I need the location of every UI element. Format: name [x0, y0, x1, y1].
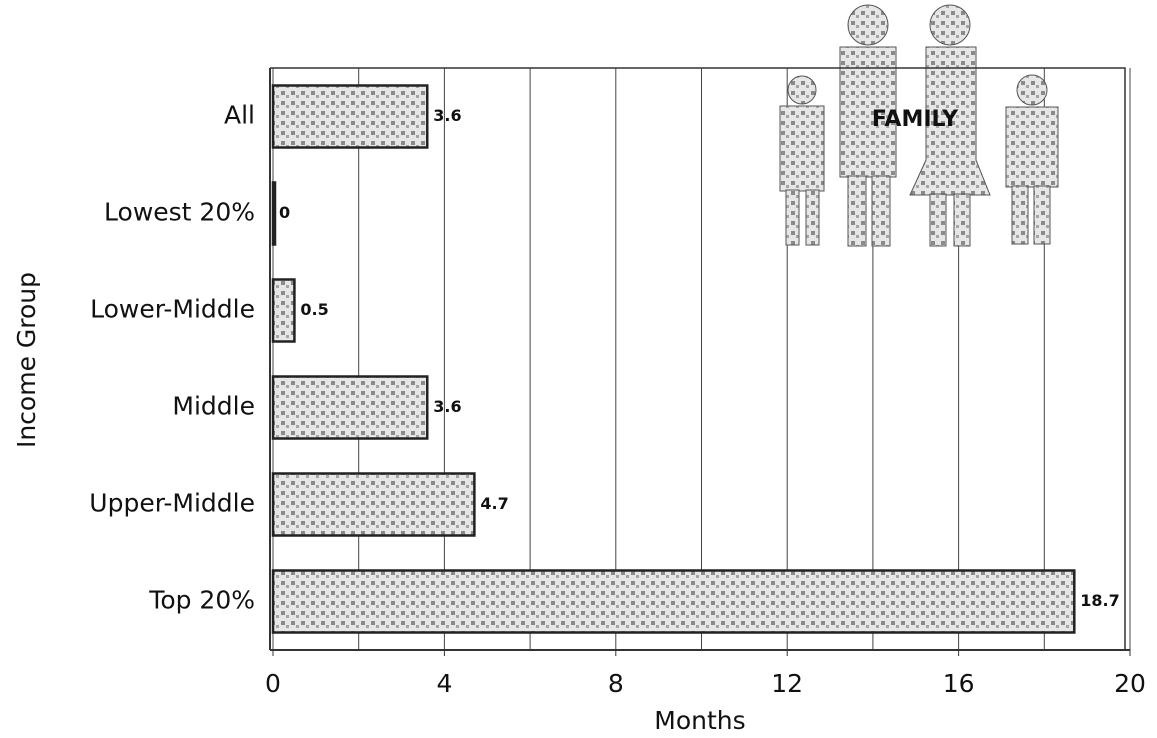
- y-tick-label: All: [224, 101, 255, 130]
- value-label: 3.6: [433, 397, 461, 416]
- x-tick-label: 4: [436, 669, 452, 698]
- y-tick-label: Lowest 20%: [104, 198, 255, 227]
- annotation: FAMILY: [872, 107, 959, 132]
- y-axis-title: Income Group: [12, 272, 41, 448]
- y-tick-label: Top 20%: [148, 586, 255, 615]
- x-tick-label: 16: [943, 669, 975, 698]
- bar: [271, 472, 476, 537]
- bar: [271, 569, 1076, 634]
- y-tick-label: Middle: [172, 392, 255, 421]
- value-label: 4.7: [480, 494, 508, 513]
- x-tick-label: 12: [771, 669, 803, 698]
- x-tick-label: 0: [265, 669, 281, 698]
- x-tick-label: 20: [1114, 669, 1146, 698]
- plot-frame: [270, 67, 1126, 650]
- family-icon: [779, 4, 1059, 247]
- y-tick-label: Lower-Middle: [90, 295, 255, 324]
- value-label: 18.7: [1080, 591, 1119, 610]
- x-tick-label: 8: [608, 669, 624, 698]
- value-label: 3.6: [433, 106, 461, 125]
- y-tick-label: Upper-Middle: [89, 489, 255, 518]
- bar: [271, 84, 429, 149]
- value-label: 0: [279, 203, 290, 222]
- bar: [271, 278, 296, 343]
- bar: [271, 181, 277, 246]
- value-label: 0.5: [300, 300, 328, 319]
- bar: [271, 375, 429, 440]
- x-axis-title: Months: [654, 706, 745, 735]
